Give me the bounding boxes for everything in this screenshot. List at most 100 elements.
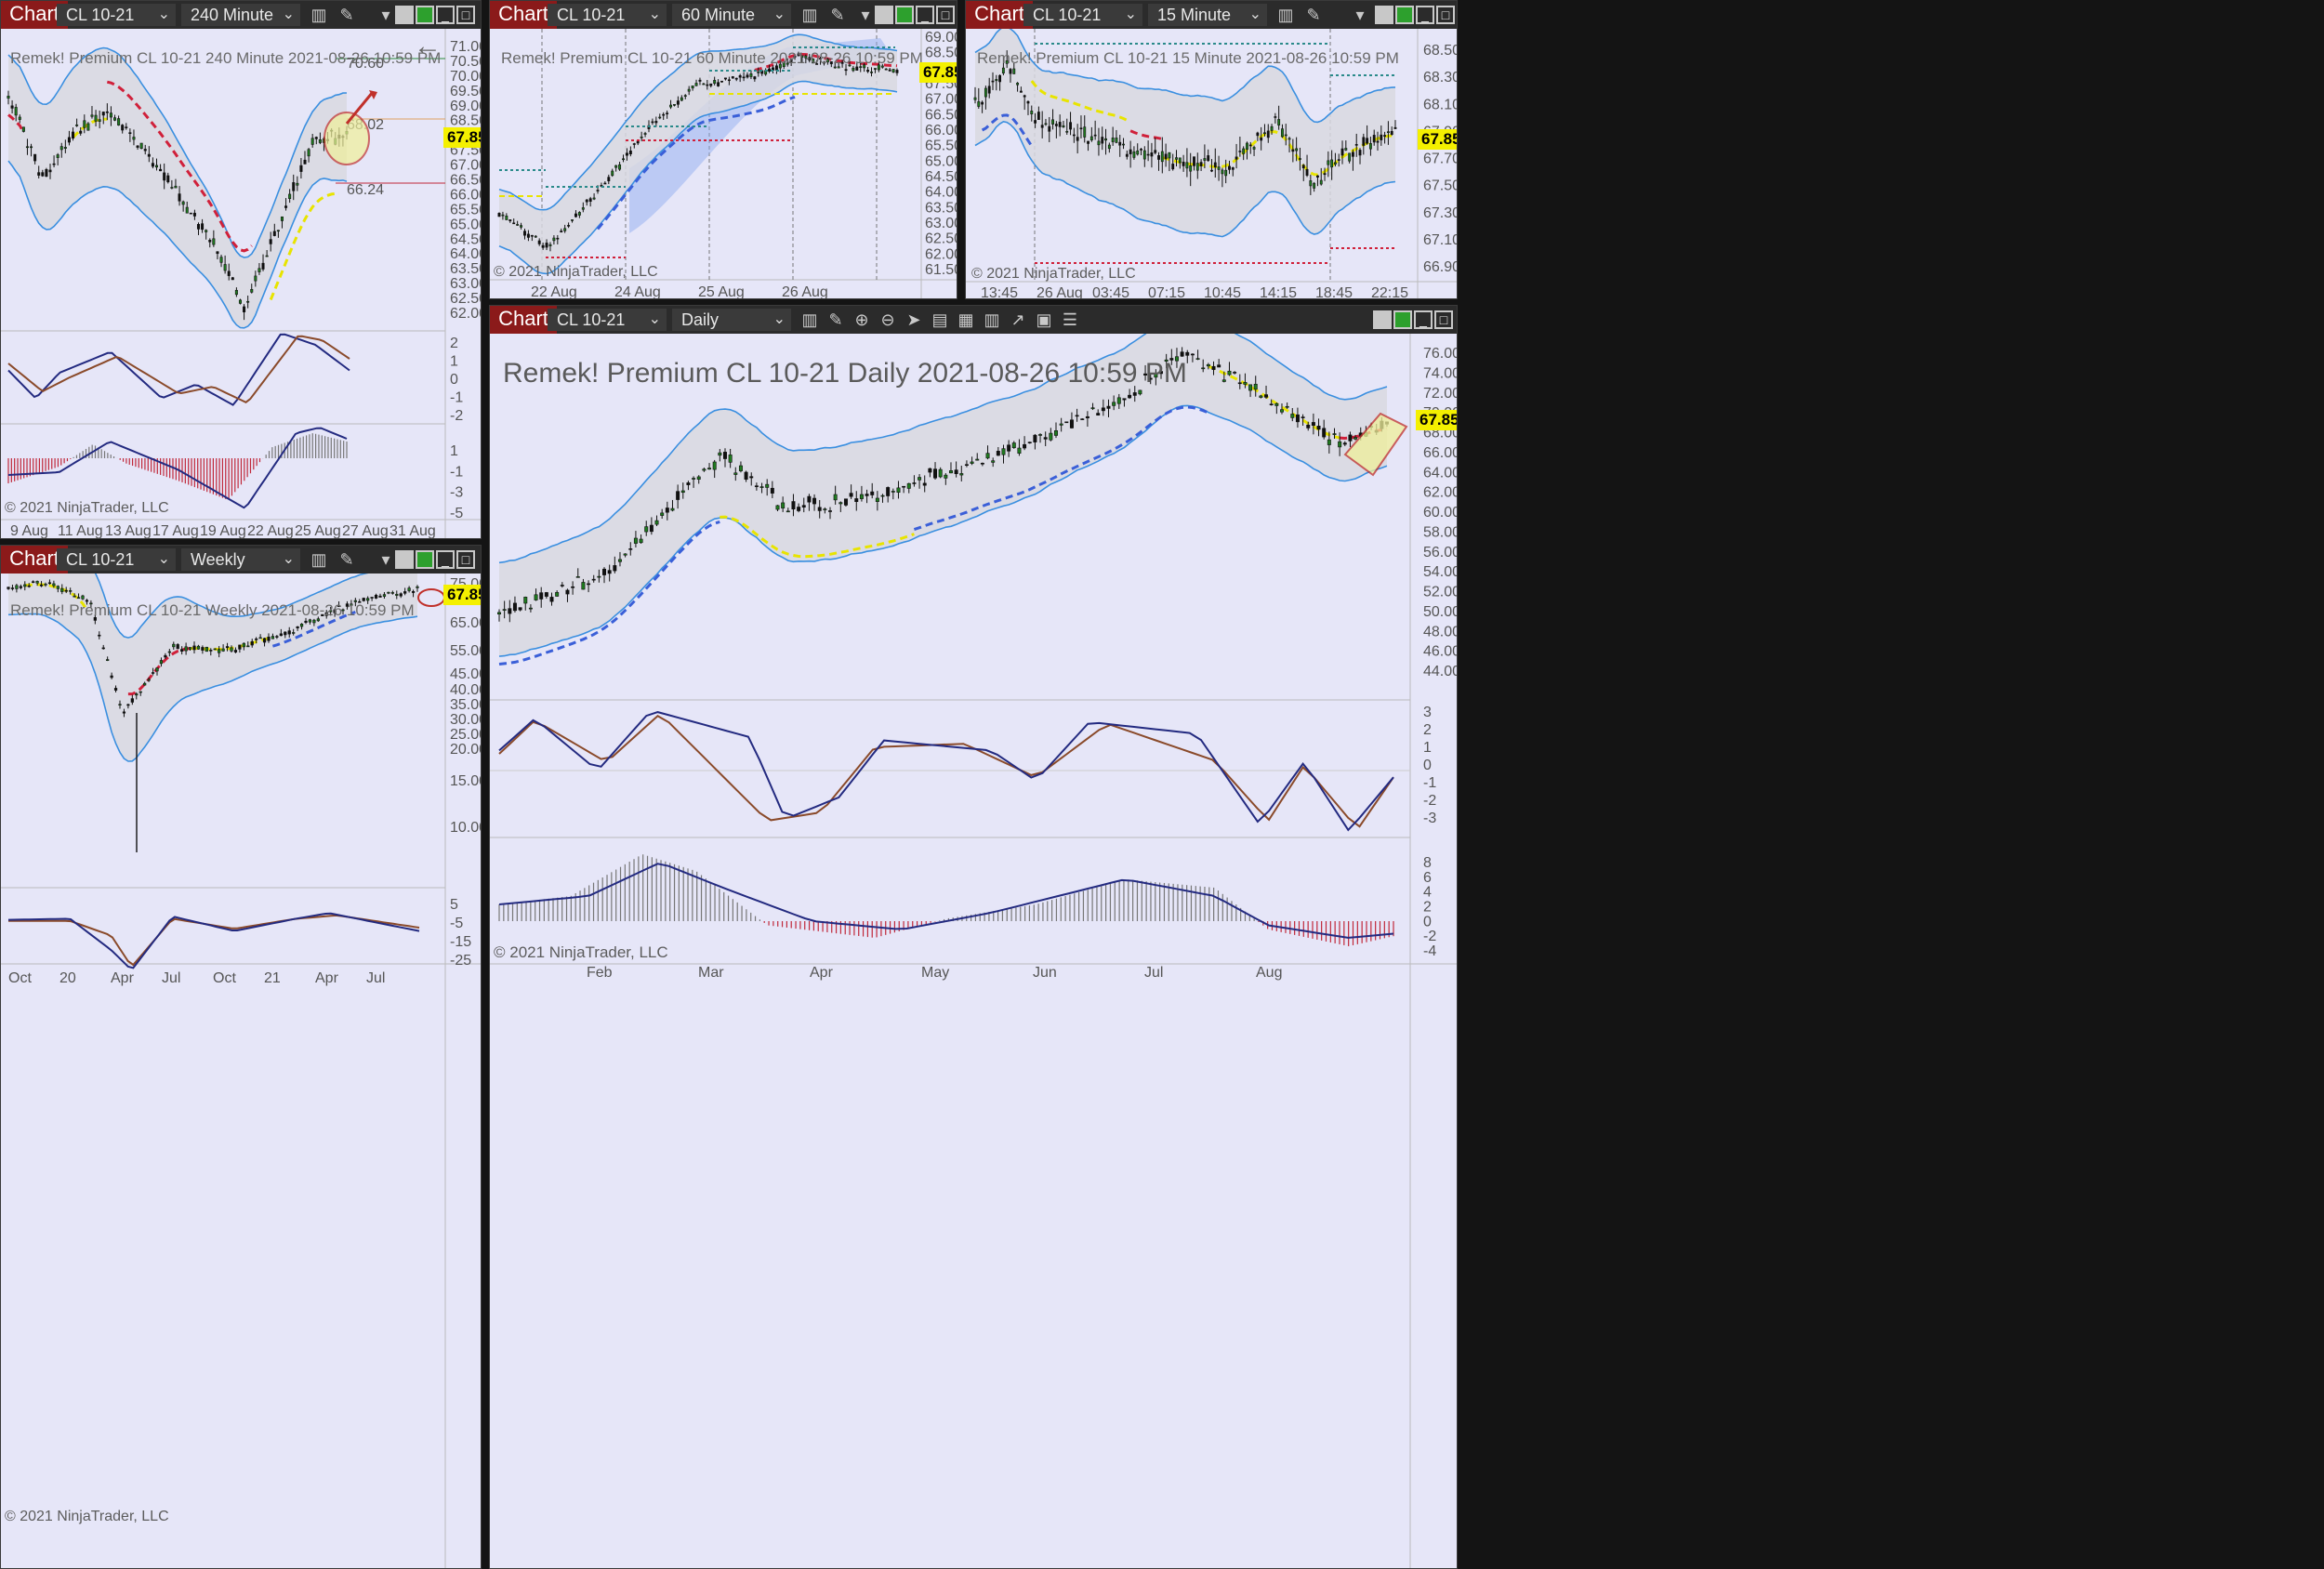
bar-type-icon[interactable]: ▥ [310,550,327,569]
candle-body [329,610,333,613]
price-axis-label: 64.00 [450,246,482,262]
more-menu-icon[interactable]: ▾ [1355,6,1365,24]
candle-body [1319,179,1323,185]
instrument-select[interactable]: CL 10-21 ⌄ [548,4,667,26]
candle-body [233,650,238,653]
minimize-icon[interactable]: _ [1414,310,1433,329]
candle-body [312,619,316,624]
candle-body [73,595,76,598]
minimize-icon[interactable]: _ [916,6,934,24]
candle-body [1017,447,1022,454]
minimize-icon[interactable]: _ [436,550,455,569]
back-arrow-icon[interactable]: ← [414,31,442,61]
drawing-tool-icon[interactable]: ✎ [339,6,354,24]
maximize-icon[interactable]: □ [456,6,475,24]
candle-body [1301,416,1305,418]
window-gray-box[interactable] [395,6,414,24]
list-icon[interactable]: ☰ [1062,310,1078,329]
drawing-tool-icon[interactable]: ✎ [339,550,354,569]
candle-body [1001,448,1006,455]
more-menu-icon[interactable]: ▾ [381,550,390,569]
candle-body [1243,381,1248,385]
drawing-tool-icon[interactable]: ✎ [828,310,843,329]
candle-body [1106,405,1111,409]
window-gray-box[interactable] [875,6,893,24]
pointer-icon[interactable]: ➤ [906,310,921,329]
candle-body [196,224,201,230]
instrument-select[interactable]: CL 10-21 ⌄ [548,309,667,331]
candle-body [378,595,382,598]
chart-plot[interactable]: 75.0065.0055.0045.0040.0035.0030.0025.00… [1,574,481,1568]
more-menu-icon[interactable]: ▾ [861,6,870,24]
maximize-icon[interactable]: □ [936,6,955,24]
properties-icon[interactable]: ▦ [957,310,974,329]
candle-body [1210,169,1213,172]
candle-body [1023,443,1027,449]
window-link-icon[interactable] [1393,310,1412,329]
interval-select[interactable]: 240 Minute ⌄ [181,4,300,26]
bar-type-icon[interactable]: ▥ [801,310,818,329]
window-link-icon[interactable] [895,6,914,24]
zoom-out-icon[interactable]: ⊖ [880,310,895,329]
candle-body [223,264,227,271]
data-box-icon[interactable]: ▤ [931,310,948,329]
instrument-select[interactable]: CL 10-21 ⌄ [57,4,176,26]
candle-body [221,648,225,652]
candle-body [201,223,205,231]
candle-body [854,498,859,503]
candle-body [1313,182,1316,189]
templates-icon[interactable]: ▣ [1036,310,1052,329]
candle-body [1089,136,1093,141]
bar-type-icon[interactable]: ▥ [1277,6,1294,24]
candle-body [640,136,643,138]
bar-type-icon[interactable]: ▥ [801,6,818,24]
candle-body [310,138,314,145]
chart-tab[interactable]: Chart [490,1,557,29]
maximize-icon[interactable]: □ [456,550,475,569]
candle-body [577,212,581,216]
drawing-tool-icon[interactable]: ✎ [830,6,845,24]
candle-body [636,140,640,144]
chevron-down-icon: ⌄ [648,311,661,327]
chart-plot[interactable]: 76.0074.0072.0070.0068.0066.0064.0062.00… [490,334,1457,1568]
interval-select[interactable]: 60 Minute ⌄ [672,4,791,26]
interval-select[interactable]: Weekly ⌄ [181,548,300,571]
candle-body [502,609,507,611]
instrument-select[interactable]: CL 10-21 ⌄ [57,548,176,571]
price-axis-label: 68.30 [1423,70,1458,86]
chart-plot[interactable]: 69.0068.5068.0067.5067.0066.5066.0065.50… [490,29,957,298]
minimize-icon[interactable]: _ [436,6,455,24]
interval-select[interactable]: Daily ⌄ [672,309,791,331]
indicators-icon[interactable]: ▥ [984,310,1000,329]
instrument-select[interactable]: CL 10-21 ⌄ [1023,4,1142,26]
candle-body [581,582,586,590]
candle-body [666,112,669,114]
price-axis-label: 66.50 [925,107,957,123]
window-link-icon[interactable] [1395,6,1414,24]
maximize-icon[interactable]: □ [1434,310,1453,329]
drawing-tool-icon[interactable]: ✎ [1306,6,1321,24]
chart-tab[interactable]: Chart [490,306,557,334]
candle-body [1169,358,1174,361]
bar-type-icon[interactable]: ▥ [310,6,327,24]
strategies-icon[interactable]: ↗ [1010,310,1025,329]
chart-plot[interactable]: 68.5068.3068.1067.9067.7067.5067.3067.10… [966,29,1457,298]
window-gray-box[interactable] [1373,310,1392,329]
chart-plot[interactable]: 71.0070.5070.0069.5069.0068.5068.0067.50… [1,29,481,538]
candle-body [607,570,612,574]
window-link-icon[interactable] [416,550,434,569]
window-link-icon[interactable] [416,6,434,24]
candle-body [866,70,870,73]
chart-window-daily: Chart CL 10-21 ⌄ Daily ⌄ ▥ ✎ ⊕ ⊖ ➤ ▤ ▦ ▥ ↗… [489,305,1458,1569]
chart-tab[interactable]: Chart [966,1,1033,29]
maximize-icon[interactable]: □ [1436,6,1455,24]
price-axis-label: 62.50 [925,231,957,247]
zoom-in-icon[interactable]: ⊕ [854,310,869,329]
window-gray-box[interactable] [1375,6,1393,24]
interval-select[interactable]: 15 Minute ⌄ [1148,4,1267,26]
more-menu-icon[interactable]: ▾ [381,6,390,24]
candle-body [308,619,312,623]
minimize-icon[interactable]: _ [1416,6,1434,24]
candle-body [52,163,56,165]
window-gray-box[interactable] [395,550,414,569]
